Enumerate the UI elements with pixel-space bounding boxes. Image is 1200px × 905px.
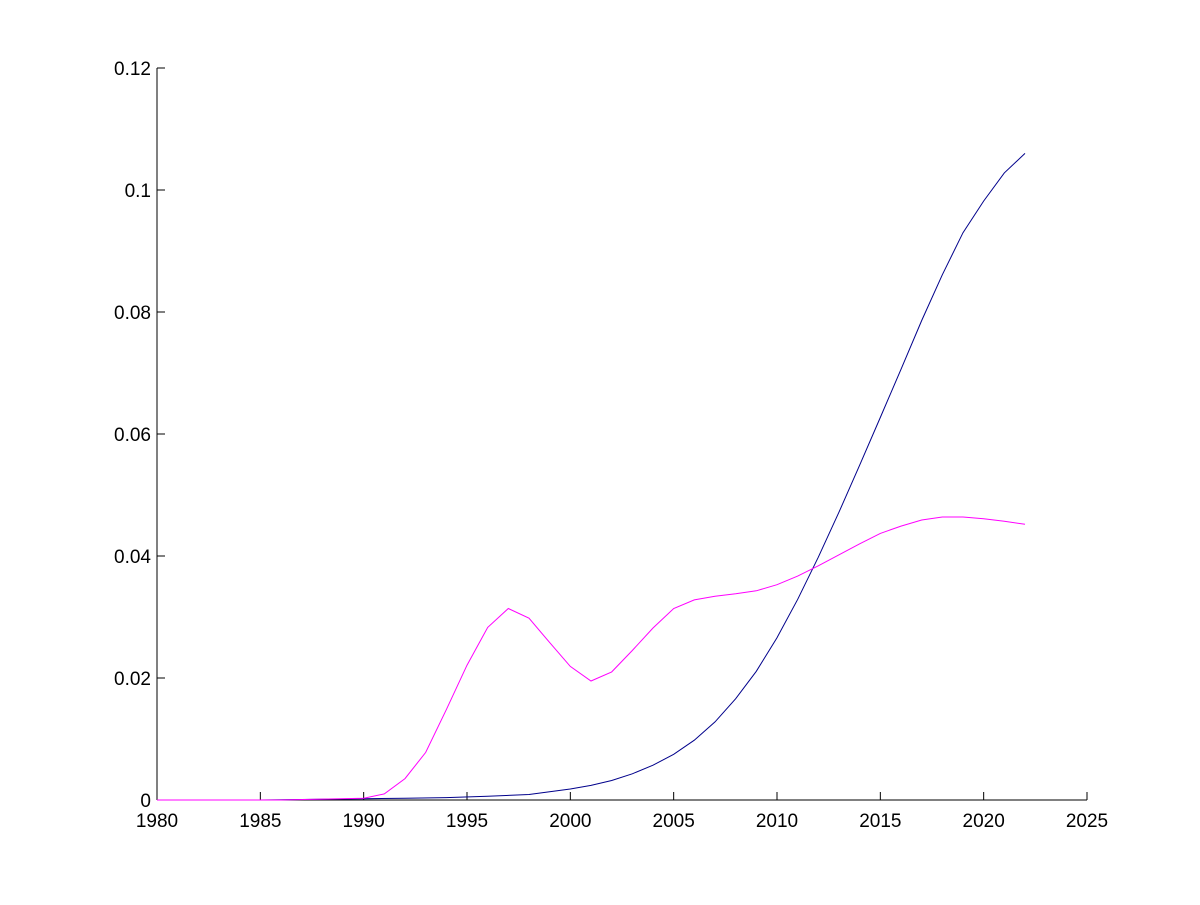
y-tick-label: 0.12 — [114, 59, 151, 80]
series-line-1 — [157, 153, 1026, 801]
x-tick-label: 2015 — [859, 811, 901, 832]
axes: 1980 1985 1990 1995 2000 2005 2010 2015 2020 2025… — [114, 59, 1108, 832]
x-tick-label: 2020 — [963, 811, 1005, 832]
x-tick-label: 1985 — [239, 811, 281, 832]
x-tick-label: 1990 — [343, 811, 385, 832]
series-line-2 — [157, 516, 1026, 801]
y-tick-label: 0 — [140, 791, 151, 812]
series-lines — [157, 153, 1026, 801]
x-tick-label: 2005 — [653, 811, 695, 832]
x-tick-label: 2025 — [1066, 811, 1108, 832]
x-tick-label: 1995 — [446, 811, 488, 832]
y-tick-label: 0.08 — [114, 303, 151, 324]
y-tick-label: 0.06 — [114, 425, 151, 446]
y-tick-label: 0.02 — [114, 669, 151, 690]
y-tick-label: 0.1 — [125, 181, 151, 202]
x-tick-label: 2000 — [549, 811, 591, 832]
x-tick-label: 2010 — [756, 811, 798, 832]
y-tick-label: 0.04 — [114, 547, 151, 568]
x-tick-label: 1980 — [136, 811, 178, 832]
